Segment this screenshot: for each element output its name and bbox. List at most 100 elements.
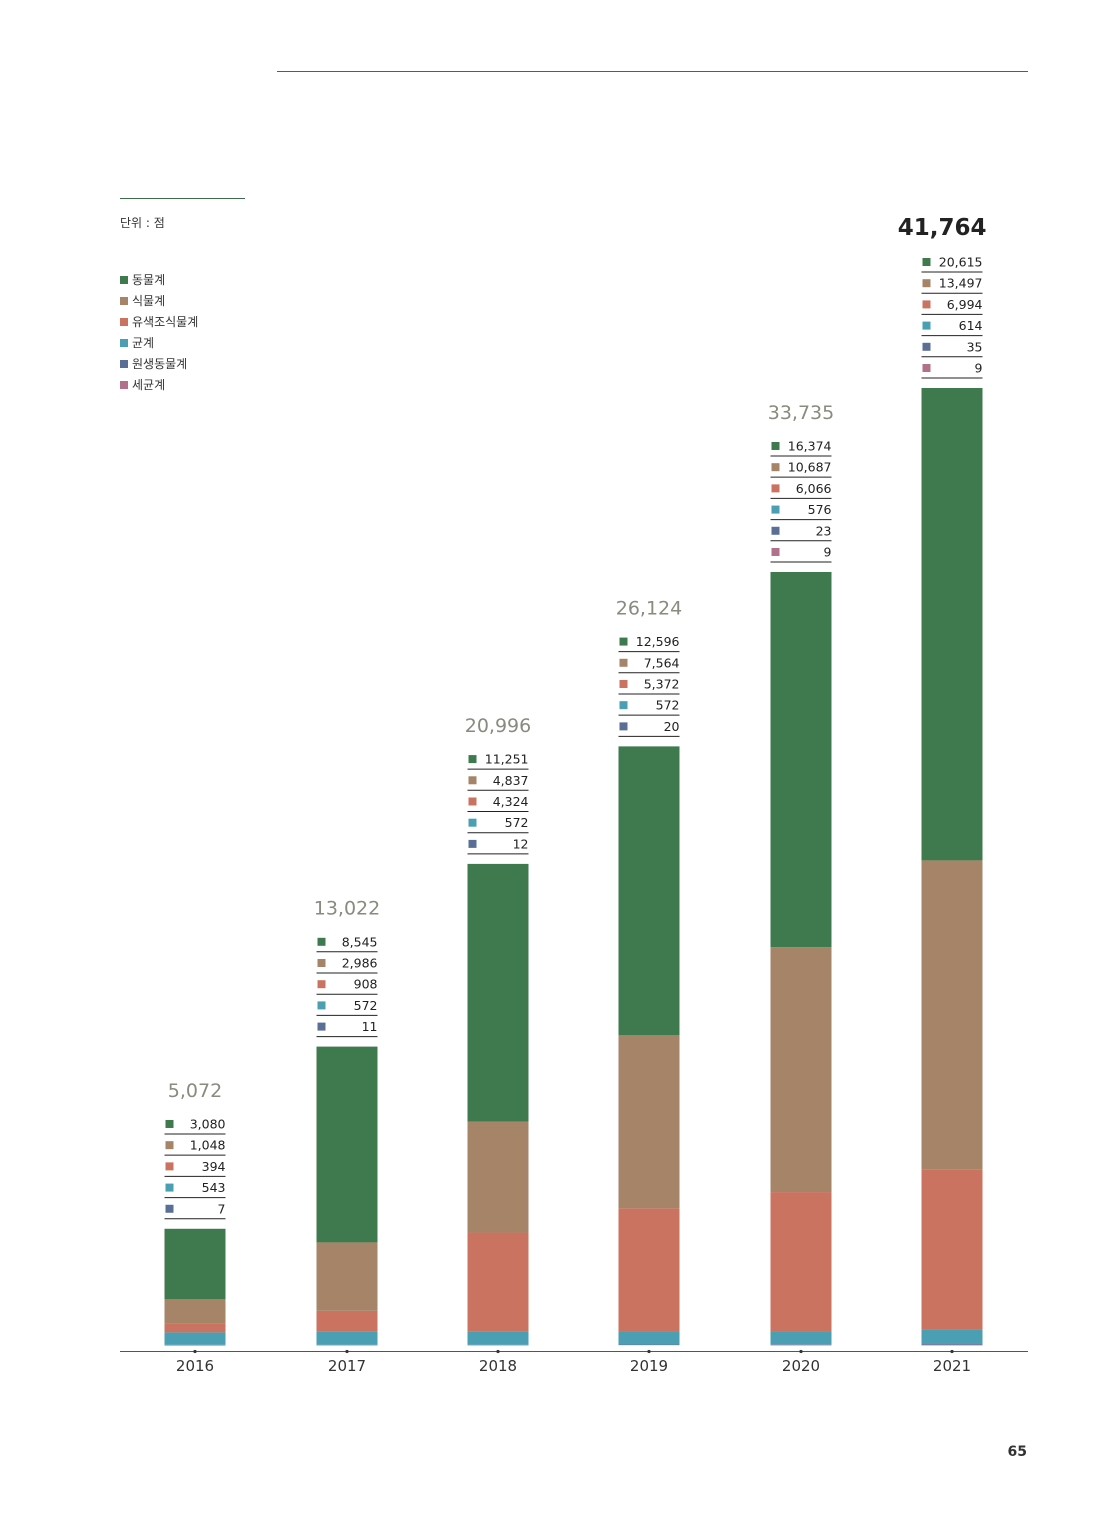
data-label: 16,374 xyxy=(788,438,832,453)
data-label: 9 xyxy=(824,544,832,559)
total-label: 5,072 xyxy=(168,1080,222,1102)
legend: 동물계 식물계 유색조식물계 균계 원생동물계 세균계 xyxy=(120,269,198,395)
x-tick-mark xyxy=(193,1349,197,1354)
bar-segment-2017 xyxy=(316,1331,378,1345)
bar-segment-2019 xyxy=(618,1035,680,1209)
data-label: 35 xyxy=(967,339,983,354)
x-tick-mark xyxy=(799,1349,803,1354)
data-label: 7 xyxy=(218,1201,226,1216)
page-number: 65 xyxy=(1007,1444,1027,1460)
data-label: 908 xyxy=(354,977,378,992)
bar-segment-2019 xyxy=(618,1344,680,1346)
bar-segment-2017 xyxy=(316,1046,378,1243)
data-label: 12 xyxy=(513,836,529,851)
legend-swatch-animalia xyxy=(120,275,128,284)
total-label: 41,764 xyxy=(898,215,987,241)
bar-segment-2018 xyxy=(467,1232,529,1332)
value-marker xyxy=(771,441,780,450)
value-marker xyxy=(165,1162,174,1171)
data-label: 23 xyxy=(816,523,832,538)
bar-segment-2021 xyxy=(921,388,983,861)
legend-item-animalia: 동물계 xyxy=(120,269,198,290)
bar-segment-2019 xyxy=(618,1208,680,1332)
value-marker xyxy=(922,279,931,288)
bar-segment-2016 xyxy=(164,1299,226,1324)
data-label: 543 xyxy=(202,1180,226,1195)
data-label: 11,251 xyxy=(485,752,529,767)
value-marker xyxy=(468,818,477,827)
total-label: 26,124 xyxy=(616,597,682,619)
data-label: 7,564 xyxy=(644,655,680,670)
data-label: 3,080 xyxy=(190,1116,226,1131)
value-marker xyxy=(922,258,931,266)
x-tick-mark xyxy=(647,1349,651,1354)
value-marker xyxy=(317,1001,326,1010)
data-label: 4,324 xyxy=(493,794,529,809)
data-label: 10,687 xyxy=(788,460,832,475)
data-label: 2,986 xyxy=(342,956,378,971)
bar-segment-2020 xyxy=(770,947,832,1193)
data-label: 20,615 xyxy=(939,255,983,270)
bar-segment-2020 xyxy=(770,1344,832,1345)
bar-segment-2021 xyxy=(921,1343,983,1345)
value-marker xyxy=(468,755,477,764)
bar-segment-2016 xyxy=(164,1344,226,1346)
unit-label: 단위 : 점 xyxy=(120,216,165,230)
x-tick-label: 2019 xyxy=(630,1357,668,1375)
data-label: 572 xyxy=(505,815,529,830)
data-label: 20 xyxy=(664,719,680,734)
value-marker xyxy=(165,1119,174,1128)
legend-label-animalia: 동물계 xyxy=(132,273,166,287)
top-rule xyxy=(277,71,1028,72)
data-label: 1,048 xyxy=(190,1138,226,1153)
x-tick-mark xyxy=(345,1349,349,1354)
data-label: 6,066 xyxy=(796,481,832,496)
x-tick-mark xyxy=(496,1349,500,1354)
legend-item-chromista: 유색조식물계 xyxy=(120,311,198,332)
value-marker xyxy=(771,526,780,535)
value-marker xyxy=(771,484,780,493)
value-marker xyxy=(619,701,628,710)
bar-segment-2016 xyxy=(164,1228,226,1300)
value-marker xyxy=(922,342,931,351)
bar-segment-2018 xyxy=(467,1331,529,1345)
value-marker xyxy=(922,364,931,372)
bar-segment-2016 xyxy=(164,1332,226,1345)
x-tick-label: 2016 xyxy=(176,1357,214,1375)
value-marker xyxy=(619,637,628,646)
bar-segment-2017 xyxy=(316,1344,378,1346)
value-marker xyxy=(771,463,780,472)
value-marker xyxy=(619,658,628,667)
data-label: 576 xyxy=(808,502,832,517)
bar-segment-2020 xyxy=(770,571,832,948)
legend-item-bacteria: 세균계 xyxy=(120,374,198,395)
legend-swatch-plantae xyxy=(120,296,128,305)
total-label: 33,735 xyxy=(768,402,834,424)
total-label: 13,022 xyxy=(314,898,380,920)
x-tick-label: 2021 xyxy=(933,1357,971,1375)
value-marker xyxy=(922,321,931,330)
legend-item-plantae: 식물계 xyxy=(120,290,198,311)
bar-segment-2020 xyxy=(770,1331,832,1345)
legend-label-bacteria: 세균계 xyxy=(132,378,166,392)
legend-rule xyxy=(120,198,245,199)
value-marker xyxy=(317,1022,326,1031)
data-label: 394 xyxy=(202,1159,226,1174)
value-marker xyxy=(165,1183,174,1192)
data-label: 5,372 xyxy=(644,676,680,691)
value-marker xyxy=(317,959,326,968)
bar-segment-2021 xyxy=(921,1329,983,1344)
legend-swatch-protozoa xyxy=(120,359,128,368)
value-marker xyxy=(317,937,326,946)
bar-segment-2019 xyxy=(618,1331,680,1345)
data-label: 11 xyxy=(362,1019,378,1034)
value-marker xyxy=(468,839,477,848)
bar-segment-2020 xyxy=(770,1344,832,1346)
bar-segment-2017 xyxy=(316,1310,378,1332)
x-tick-label: 2020 xyxy=(782,1357,820,1375)
data-label: 4,837 xyxy=(493,773,529,788)
bar-segment-2018 xyxy=(467,1344,529,1346)
x-tick-mark xyxy=(950,1349,954,1354)
data-label: 6,994 xyxy=(947,297,983,312)
